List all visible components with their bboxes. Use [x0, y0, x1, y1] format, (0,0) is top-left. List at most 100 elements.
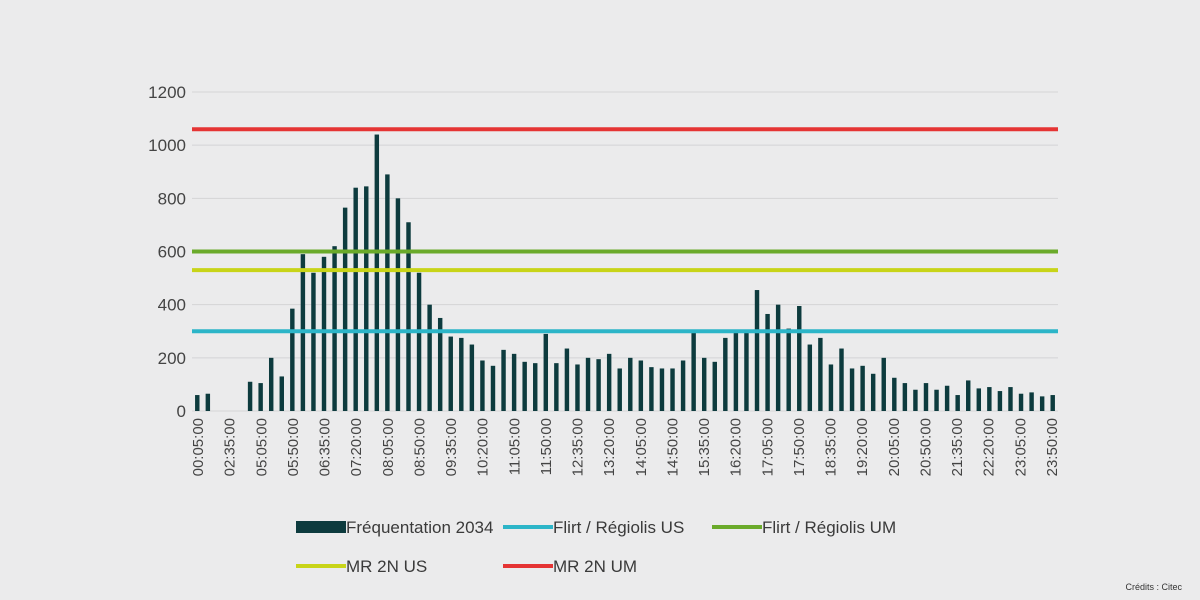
bar — [754, 290, 760, 411]
legend-item: Flirt / Régiolis US — [503, 518, 684, 537]
x-tick-label: 14:50:00 — [664, 418, 681, 476]
bar — [258, 383, 263, 411]
bar — [437, 317, 443, 411]
bar — [701, 357, 707, 411]
bar — [870, 373, 876, 411]
bar — [459, 337, 464, 411]
legend-label: Fréquentation 2034 — [346, 518, 493, 537]
bar — [638, 360, 644, 411]
bar — [490, 365, 496, 411]
bar — [554, 363, 559, 411]
bar — [860, 365, 865, 411]
bar — [575, 364, 580, 411]
bar — [628, 357, 633, 411]
bar — [1039, 396, 1045, 411]
bar — [1018, 393, 1024, 411]
bar — [533, 363, 538, 411]
bar — [469, 344, 475, 411]
legend-item: MR 2N UM — [503, 557, 637, 576]
bar — [976, 388, 982, 411]
bar — [997, 391, 1003, 411]
bar — [480, 360, 485, 411]
bar — [564, 348, 570, 411]
x-tick-label: 22:20:00 — [981, 418, 998, 476]
bar — [511, 353, 517, 411]
bar — [944, 385, 950, 411]
x-tick-label: 23:50:00 — [1044, 418, 1061, 476]
bar — [987, 387, 992, 411]
bar — [913, 389, 918, 411]
x-tick-label: 02:35:00 — [222, 418, 239, 476]
legend-label: MR 2N UM — [553, 557, 637, 576]
x-tick-label: 15:35:00 — [696, 418, 713, 476]
x-tick-label: 20:50:00 — [917, 418, 934, 476]
credits-text: Crédits : Citec — [1125, 582, 1182, 592]
bar — [374, 134, 380, 412]
bar — [427, 304, 432, 411]
bar — [712, 361, 717, 411]
bar — [332, 246, 337, 411]
bar — [364, 186, 369, 411]
bar — [321, 256, 327, 411]
bar — [659, 368, 665, 411]
y-tick-label: 1000 — [148, 136, 186, 155]
bar — [522, 361, 527, 411]
threshold-lines — [192, 127, 1058, 334]
x-axis-ticks: 00:05:00 02:35:00 05:05:00 05:50:00 06:35:00… — [190, 418, 1061, 476]
x-tick-label: 11:05:00 — [506, 418, 523, 475]
bar — [416, 272, 422, 411]
x-tick-label: 10:20:00 — [475, 418, 492, 476]
bar — [786, 328, 791, 411]
bar — [501, 349, 506, 411]
bar — [395, 198, 401, 411]
x-tick-label: 08:05:00 — [380, 418, 397, 476]
bar — [797, 305, 802, 411]
y-axis-ticks: 0 200 400 600 800 1000 1200 — [148, 83, 186, 421]
bar — [923, 383, 929, 411]
bar — [353, 187, 358, 411]
bar — [543, 333, 549, 411]
x-tick-label: 13:20:00 — [601, 418, 618, 476]
y-tick-label: 400 — [158, 296, 186, 315]
legend-label: Flirt / Régiolis US — [553, 518, 684, 537]
bar — [585, 357, 591, 411]
bar — [723, 337, 728, 411]
bar — [892, 377, 897, 411]
x-tick-label: 17:50:00 — [791, 418, 808, 476]
bar — [385, 174, 390, 411]
bar — [818, 337, 823, 411]
bar — [966, 380, 971, 411]
bar — [617, 368, 622, 411]
x-tick-label: 18:35:00 — [823, 418, 840, 476]
bar — [268, 357, 274, 411]
x-tick-label: 12:35:00 — [570, 418, 587, 476]
legend-label: Flirt / Régiolis UM — [762, 518, 896, 537]
bar — [290, 308, 295, 411]
bar — [311, 272, 316, 411]
bar — [691, 331, 696, 411]
bar — [205, 393, 211, 411]
bar — [934, 389, 939, 411]
y-tick-label: 1200 — [148, 83, 186, 102]
x-tick-label: 11:50:00 — [538, 418, 555, 475]
bar — [680, 360, 686, 411]
legend-swatch — [296, 521, 346, 533]
legend: Fréquentation 2034 Flirt / Régiolis US Fli… — [296, 518, 896, 576]
bar — [775, 304, 781, 411]
bar — [448, 336, 453, 411]
x-tick-label: 14:05:00 — [633, 418, 650, 476]
bar-series — [195, 134, 1055, 412]
bar — [849, 368, 855, 411]
bar — [902, 383, 908, 411]
x-tick-label: 09:35:00 — [443, 418, 460, 476]
bar — [744, 331, 749, 411]
legend-item: Flirt / Régiolis UM — [712, 518, 896, 537]
bar — [279, 376, 284, 411]
x-tick-label: 06:35:00 — [317, 418, 334, 476]
bar — [955, 395, 960, 411]
y-tick-label: 0 — [177, 402, 186, 421]
bar — [1029, 392, 1034, 411]
bar — [1008, 387, 1013, 411]
x-tick-label: 00:05:00 — [190, 418, 207, 476]
